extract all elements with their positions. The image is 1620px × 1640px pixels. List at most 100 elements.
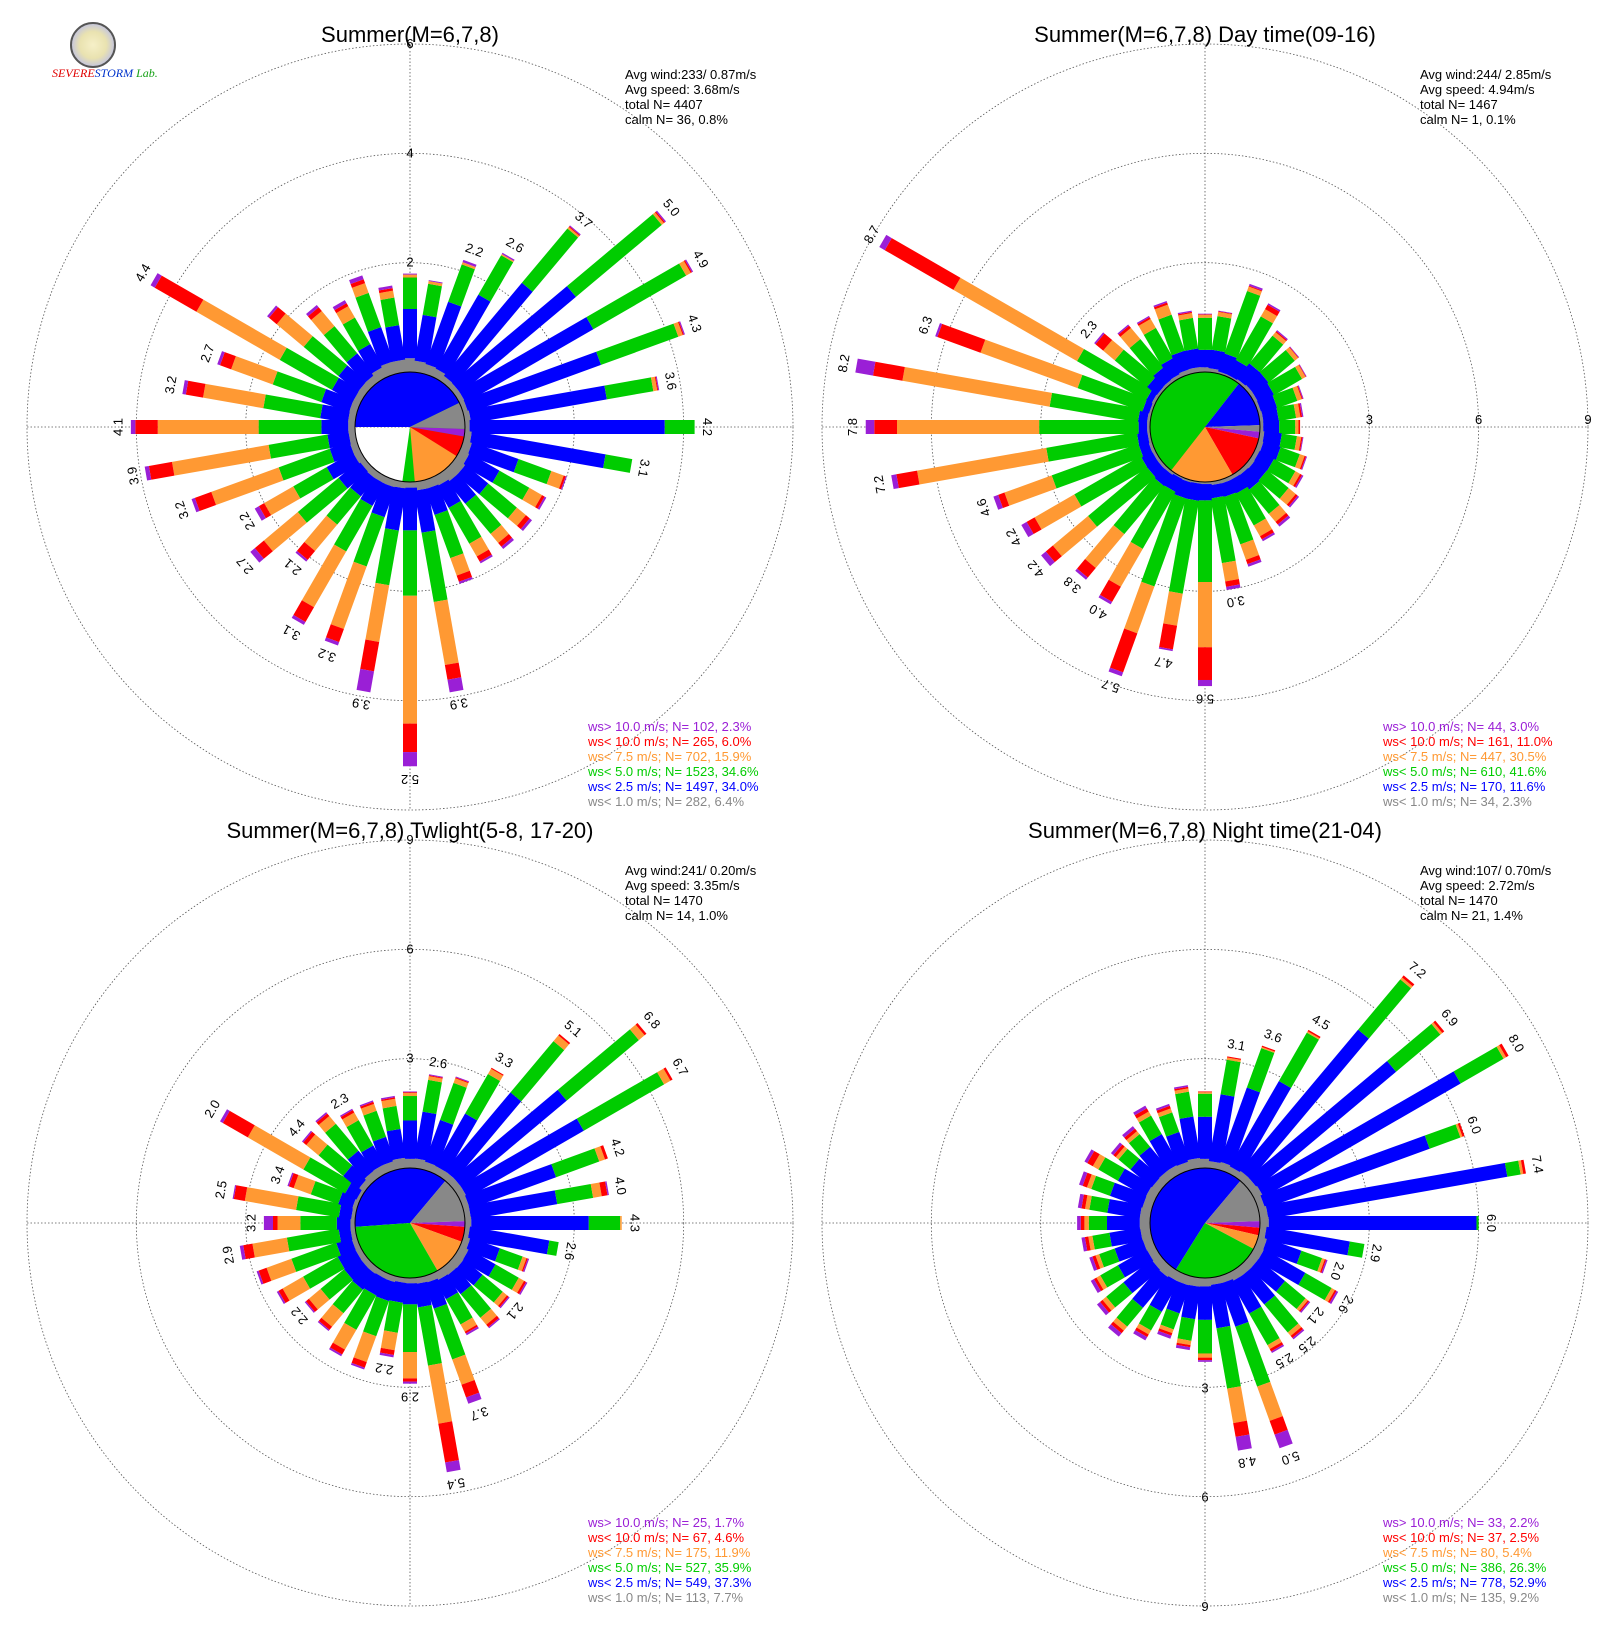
rose-bar-gt10 — [855, 358, 876, 376]
rose-bar-gt10 — [267, 305, 278, 318]
stats-line: total N= 1470 — [625, 893, 703, 908]
rose-bar-lt2_5 — [352, 1265, 376, 1290]
rose-bar-gt10 — [1277, 515, 1291, 527]
rose-bar-gt10 — [569, 225, 581, 236]
rose-bar-lt1 — [1227, 1267, 1243, 1282]
rose-bar-lt5 — [375, 528, 399, 586]
rose-bar-gt10 — [301, 1130, 313, 1143]
rose-bar-gt10 — [519, 1281, 528, 1295]
ring-label: 3 — [1366, 412, 1373, 427]
rose-bar-lt10 — [461, 1379, 480, 1398]
pie-slice-lt2_5 — [355, 372, 460, 427]
bar-value-label: 5.4 — [446, 1475, 466, 1493]
legend-entry-lt10: ws< 10.0 m/s; N= 265, 6.0% — [587, 734, 752, 749]
stats-line: calm N= 21, 1.4% — [1420, 908, 1523, 923]
rose-bar-lt5 — [268, 434, 330, 459]
rose-bar-lt10 — [884, 238, 961, 290]
pie-outline — [354, 1167, 466, 1279]
legend-entry-lt2_5: ws< 2.5 m/s; N= 1497, 34.0% — [587, 779, 759, 794]
rose-bar-lt10 — [1100, 579, 1121, 602]
rose-bar-lt5 — [465, 494, 502, 534]
rose-bar-lt2_5 — [1240, 1029, 1369, 1180]
stats-line: Avg wind:241/ 0.20m/s — [625, 863, 757, 878]
rose-bar-lt5 — [1179, 317, 1199, 351]
rose-bar-lt7_5 — [1268, 504, 1287, 522]
rose-bar-lt7_5 — [380, 1330, 398, 1351]
bar-value-label: 3.8 — [1060, 574, 1083, 597]
rose-bar-lt1 — [1249, 1185, 1264, 1201]
rose-bar-lt1 — [459, 1236, 471, 1250]
bar-value-label: 7.4 — [1529, 1154, 1547, 1174]
rose-bar-lt7_5 — [629, 1024, 645, 1041]
rose-bar-lt1 — [358, 382, 372, 397]
rose-bar-lt2_5 — [1117, 1248, 1154, 1278]
rose-bar-gt10 — [306, 304, 319, 317]
rose-bar-lt1 — [423, 1161, 438, 1174]
bar-value-label: 5.7 — [1100, 676, 1122, 696]
rose-bar-lt1 — [448, 1178, 462, 1193]
rose-bar-gt10 — [1133, 1330, 1148, 1341]
rose-bar-lt7_5 — [311, 311, 335, 336]
rose-bar-gt10 — [1175, 1344, 1191, 1351]
pie-slice-lt7_5 — [410, 1223, 462, 1271]
bar-value-label: 4.8 — [1237, 1453, 1257, 1471]
rose-bar-lt10 — [1299, 455, 1307, 470]
rose-bar-lt10 — [330, 1342, 345, 1355]
rose-bar-lt5 — [1249, 1306, 1280, 1346]
bar-value-label: 2.0 — [201, 1097, 223, 1120]
rose-bar-gt10 — [462, 259, 477, 267]
rose-bar-lt1 — [380, 361, 398, 378]
rose-bar-lt10 — [288, 1173, 299, 1189]
rose-bar-lt5 — [510, 1041, 565, 1102]
rose-bar-lt2_5 — [1265, 1163, 1508, 1219]
rose-bar-lt7_5 — [1115, 1146, 1128, 1160]
rose-bar-lt5 — [1046, 431, 1140, 462]
rose-bar-gt10 — [1081, 1237, 1088, 1252]
ring-label: 6 — [406, 941, 413, 956]
rose-bar-lt7_5 — [1306, 1031, 1320, 1040]
rose-bar-gt10 — [356, 668, 375, 693]
rose-bar-lt10 — [635, 1022, 647, 1036]
legend-entry-lt10: ws< 10.0 m/s; N= 37, 2.5% — [1382, 1530, 1540, 1545]
rose-bar-lt7_5 — [1085, 525, 1125, 569]
rose-bar-lt1 — [392, 1157, 407, 1170]
rose-bar-lt7_5 — [452, 1354, 475, 1385]
rose-bar-lt2_5 — [1137, 409, 1149, 424]
rose-bar-lt5 — [326, 487, 361, 525]
rose-bar-lt7_5 — [1431, 1022, 1443, 1035]
rose-bar-lt2_5 — [467, 1226, 550, 1255]
rose-bar-lt7_5 — [1088, 1235, 1095, 1251]
rose-bar-lt10 — [1158, 1328, 1173, 1336]
rose-bar-lt2_5 — [320, 404, 351, 424]
rose-bar-lt2_5 — [1208, 1094, 1235, 1164]
rose-bar-lt10 — [340, 1110, 355, 1120]
rose-bar-lt1 — [1142, 1236, 1156, 1251]
rose-bar-lt5 — [1114, 349, 1156, 388]
rose-bar-lt2_5 — [413, 1281, 432, 1308]
rose-bar-lt1 — [364, 1170, 380, 1185]
rose-bar-lt1 — [1258, 411, 1264, 424]
rose-bar-lt7_5 — [276, 313, 313, 347]
rose-bar-lt10 — [498, 533, 513, 547]
rose-bar-lt5 — [363, 1110, 387, 1142]
rose-bar-lt2_5 — [327, 430, 351, 449]
rose-bar-lt2_5 — [447, 473, 477, 504]
rose-bar-lt7_5 — [1174, 1088, 1189, 1095]
rose-bar-lt1 — [440, 1261, 456, 1277]
legend-entry-lt2_5: ws< 2.5 m/s; N= 778, 52.9% — [1382, 1575, 1547, 1590]
rose-bar-lt10 — [325, 624, 344, 643]
rose-bar-lt5 — [596, 323, 679, 365]
rose-bar-lt5 — [310, 1181, 343, 1205]
pie-slice-gt10 — [1205, 1221, 1260, 1228]
rose-bar-gt10 — [1136, 315, 1150, 325]
rose-bar-lt2_5 — [1130, 1158, 1161, 1188]
rose-bar-lt2_5 — [1245, 372, 1269, 395]
rose-bar-gt10 — [1098, 594, 1113, 605]
rose-bar-lt7_5 — [490, 524, 509, 543]
rose-bar-gt10 — [466, 1392, 482, 1404]
rose-bar-lt7_5 — [330, 561, 367, 630]
rose-bar-lt10 — [1298, 1300, 1310, 1312]
rose-bar-lt2_5 — [460, 1118, 584, 1198]
rose-bar-lt2_5 — [435, 1274, 459, 1300]
bar-value-label: 6.8 — [640, 1008, 663, 1031]
